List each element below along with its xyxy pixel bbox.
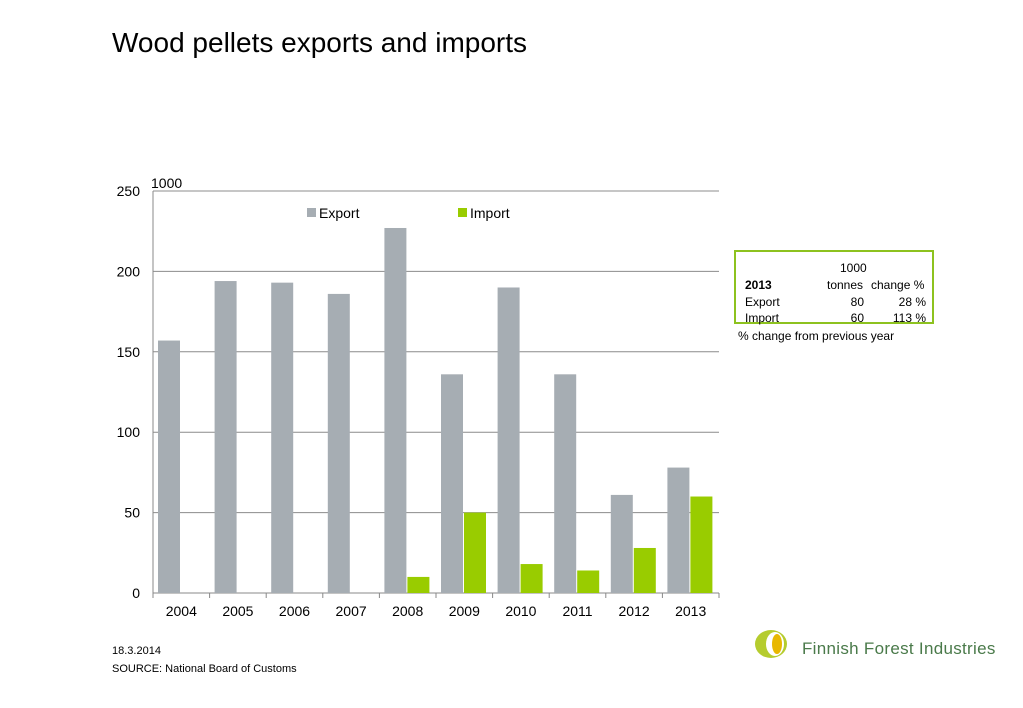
x-tick-label: 2013 xyxy=(675,603,706,619)
bar-import xyxy=(464,512,486,593)
y-tick-label: 50 xyxy=(124,505,140,521)
summary-row-value: 80 xyxy=(850,295,864,309)
y-tick-label: 150 xyxy=(117,344,141,360)
leaf-logo-icon xyxy=(755,630,787,658)
page-title: Wood pellets exports and imports xyxy=(112,27,528,58)
x-tick-label: 2009 xyxy=(449,603,480,619)
x-tick-label: 2006 xyxy=(279,603,310,619)
company-logo: Finnish Forest Industries xyxy=(752,625,1002,665)
date-label: 18.3.2014 xyxy=(112,645,161,657)
legend-swatch-export xyxy=(307,208,316,217)
unit-label: 1000 xyxy=(151,175,182,191)
bar-import xyxy=(520,564,543,593)
x-tick-label: 2012 xyxy=(619,603,650,619)
x-tick-label: 2005 xyxy=(222,603,253,619)
summary-year: 2013 xyxy=(745,278,772,292)
bar-export xyxy=(214,281,237,593)
bar-export xyxy=(667,467,690,593)
x-tick-label: 2007 xyxy=(336,603,367,619)
legend-swatch-import xyxy=(458,208,467,217)
summary-row-value: 60 xyxy=(850,311,864,325)
source-label: SOURCE: National Board of Customs xyxy=(112,663,297,675)
legend-label: Import xyxy=(470,205,510,221)
table-note: % change from previous year xyxy=(738,329,895,343)
x-tick-label: 2011 xyxy=(562,603,592,619)
y-tick-label: 100 xyxy=(117,424,141,440)
summary-row-change: 113 % xyxy=(892,311,926,325)
bar-export xyxy=(327,293,350,593)
bar-import xyxy=(633,547,656,593)
bar-export xyxy=(158,340,180,593)
bar-import xyxy=(690,496,713,593)
logo-text: Finnish Forest Industries xyxy=(802,639,996,658)
summary-unit: 1000 xyxy=(840,261,867,275)
bar-import xyxy=(407,576,430,593)
bar-export xyxy=(384,227,407,593)
summary-table: 1000 2013 tonnes change % Export 80 28 %… xyxy=(734,250,934,325)
x-tick-label: 2010 xyxy=(505,603,536,619)
y-tick-label: 200 xyxy=(117,263,141,279)
summary-row-label: Export xyxy=(745,295,780,309)
bar-export xyxy=(610,494,633,593)
y-tick-label: 250 xyxy=(117,183,141,199)
bar-export xyxy=(554,374,577,593)
bar-export xyxy=(441,374,463,593)
bar-import xyxy=(577,570,600,593)
bar-export xyxy=(271,282,294,593)
legend-label: Export xyxy=(319,205,360,221)
x-tick-label: 2004 xyxy=(166,603,197,619)
summary-col-change: change % xyxy=(871,278,925,292)
summary-row-label: Import xyxy=(745,311,780,325)
x-tick-label: 2008 xyxy=(392,603,423,619)
summary-row-change: 28 % xyxy=(898,295,926,309)
bar-export xyxy=(497,287,520,593)
y-tick-label: 0 xyxy=(132,585,140,601)
summary-col-tonnes: tonnes xyxy=(827,278,864,292)
